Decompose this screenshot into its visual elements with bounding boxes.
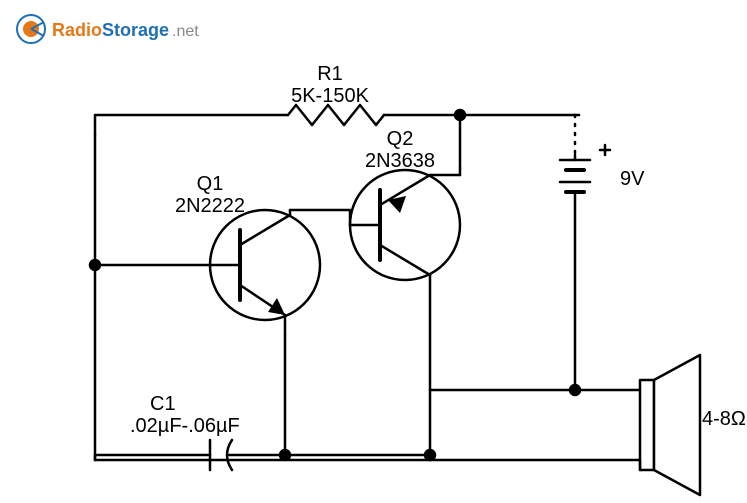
r1-ref: R1 — [317, 63, 343, 85]
c1-value: .02µF-.06µF — [130, 415, 240, 437]
logo-text-right: Storage — [102, 20, 169, 40]
logo-suffix: .net — [172, 23, 199, 40]
speaker-value: 4-8Ω — [702, 408, 746, 430]
schematic-canvas: Radio Storage .net — [0, 0, 747, 503]
c1-ref: C1 — [150, 393, 176, 415]
r1-value: 5K-150K — [291, 85, 369, 107]
q1-value: 2N2222 — [175, 195, 245, 217]
q1-ref: Q1 — [197, 173, 224, 195]
q2-ref: Q2 — [387, 128, 414, 150]
q2-value: 2N3638 — [365, 150, 435, 172]
logo-text-left: Radio — [52, 20, 102, 40]
battery-value: 9V — [620, 168, 645, 190]
